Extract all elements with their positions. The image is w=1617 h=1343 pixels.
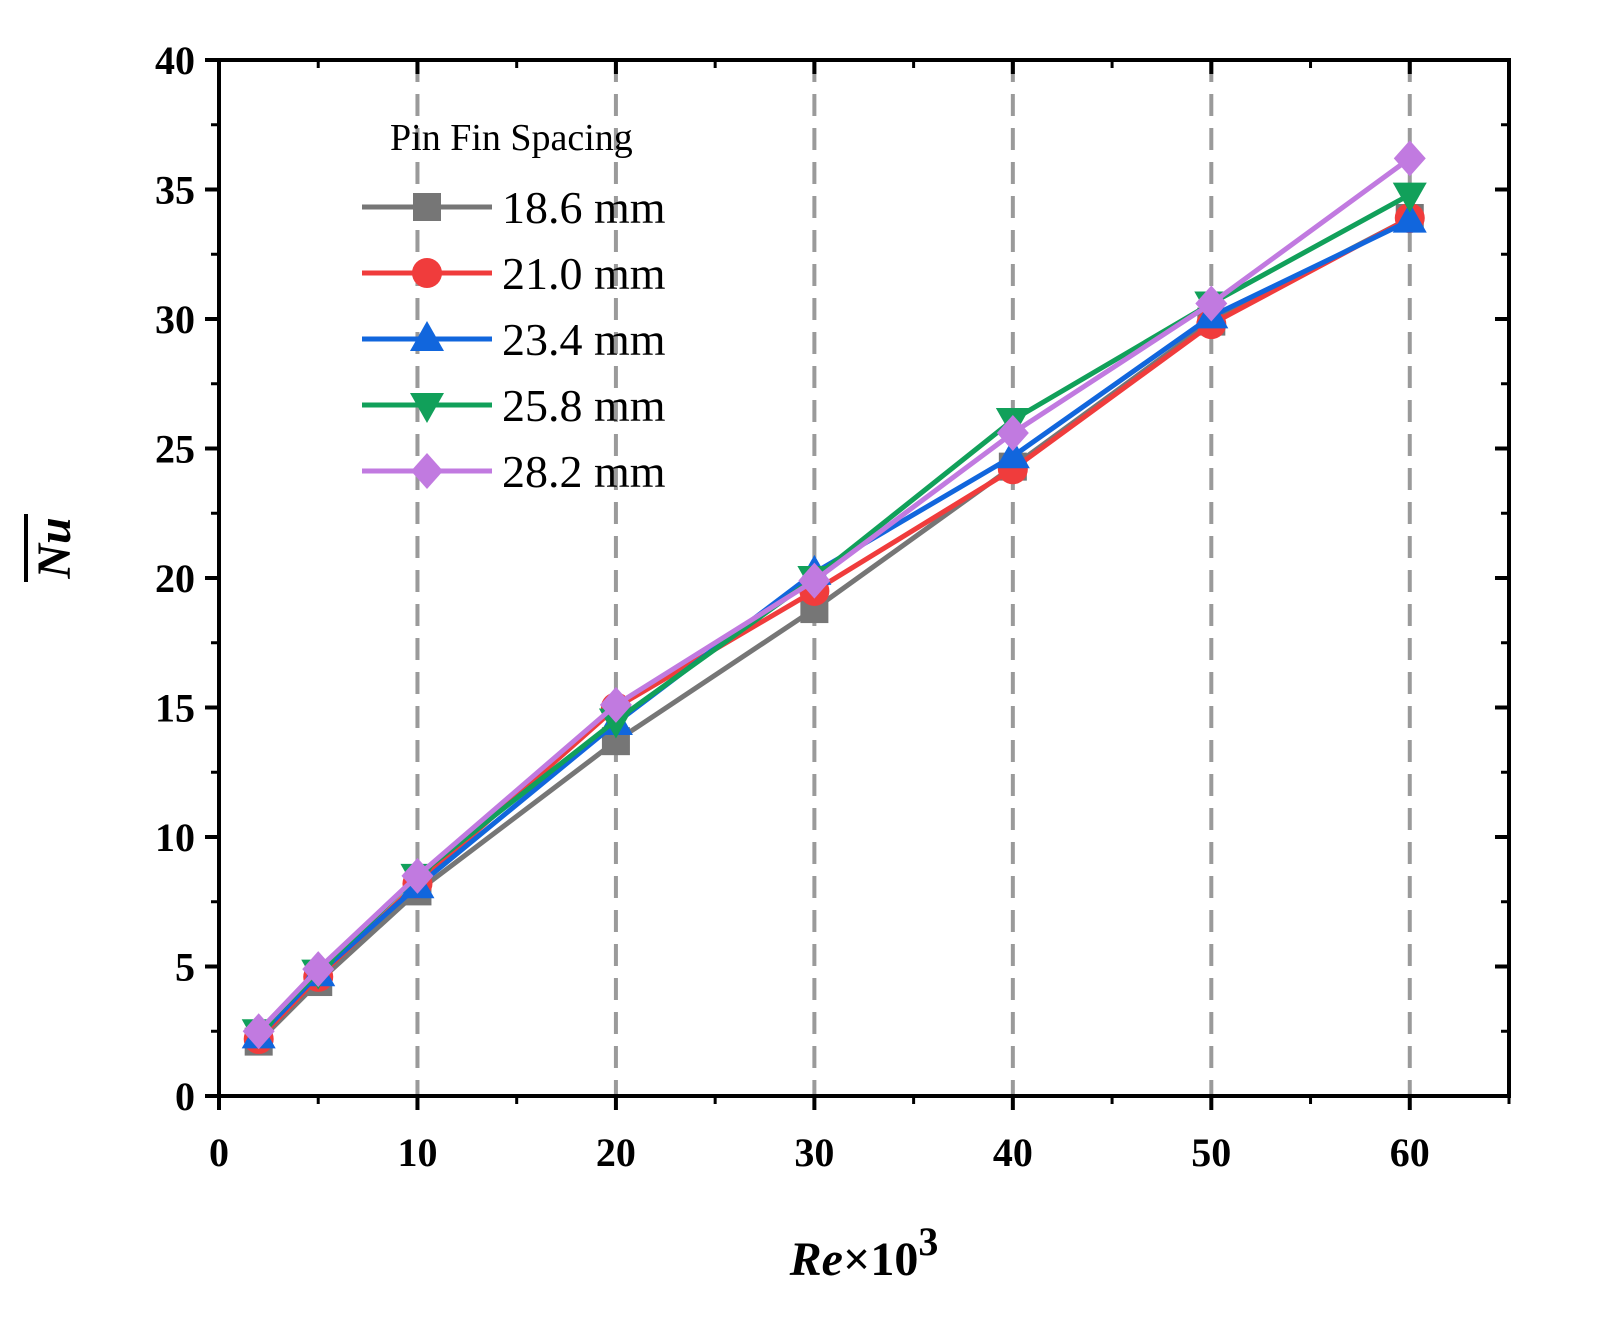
plot-frame — [217, 58, 1511, 1098]
y-tick-label: 5 — [175, 945, 195, 990]
y-tick-label: 0 — [175, 1074, 195, 1119]
legend-marker — [413, 193, 441, 221]
series-21-0-mm — [243, 202, 1425, 1055]
data-point — [1393, 140, 1426, 177]
legend-item: 18.6 mm — [362, 182, 666, 233]
data-point — [798, 562, 831, 599]
x-tick-label: 0 — [209, 1130, 229, 1175]
y-axis-title: Nu — [28, 517, 81, 579]
legend-label: 21.0 mm — [502, 248, 666, 299]
data-point — [995, 438, 1030, 469]
x-tick-label: 60 — [1390, 1130, 1430, 1175]
axis-titles: Re×103 Nu — [24, 514, 939, 1286]
axes: 0 10 20 30 40 50 60 0 5 10 15 20 25 30 35 40 — [155, 38, 1511, 1175]
legend-marker — [410, 393, 444, 423]
legend-label: 28.2 mm — [502, 446, 666, 497]
series-line — [256, 156, 1412, 1033]
y-tick-label: 35 — [155, 168, 195, 213]
legend-item: 28.2 mm — [362, 446, 666, 497]
x-tick-label: 10 — [397, 1130, 437, 1175]
data-point — [598, 708, 633, 739]
data-point — [242, 1013, 275, 1050]
legend-label: 18.6 mm — [502, 182, 666, 233]
legend-item: 25.8 mm — [362, 380, 666, 431]
data-point — [401, 857, 434, 894]
legend-marker — [411, 453, 443, 489]
y-tick-label: 30 — [155, 297, 195, 342]
x-axis-title-italic: Re — [789, 1233, 843, 1286]
y-tick-label: 25 — [155, 427, 195, 472]
data-point — [302, 951, 335, 988]
x-tick-label: 50 — [1191, 1130, 1231, 1175]
x-tick-label: 40 — [993, 1130, 1033, 1175]
x-axis-title-plain: ×10 — [843, 1233, 918, 1286]
legend-label: 25.8 mm — [502, 380, 666, 431]
series-lines — [241, 140, 1427, 1056]
data-point — [599, 686, 632, 723]
x-axis-title-exponent: 3 — [918, 1219, 938, 1264]
series-line — [256, 192, 1411, 1034]
series-28-2-mm — [242, 140, 1426, 1050]
x-tick-label: 30 — [794, 1130, 834, 1175]
legend-title: Pin Fin Spacing — [390, 117, 633, 159]
y-tick-label: 20 — [155, 556, 195, 601]
legend-item: 21.0 mm — [362, 248, 666, 299]
y-tick-label: 40 — [155, 38, 195, 83]
legend-marker — [412, 258, 442, 288]
x-axis-title: Re×103 — [789, 1219, 939, 1286]
legend: Pin Fin Spacing 18.6 mm 21.0 mm 23.4 mm 25.8… — [362, 117, 666, 497]
data-point — [1392, 182, 1427, 213]
legend-item: 23.4 mm — [362, 314, 666, 365]
y-axis-title-group: Nu — [24, 514, 81, 582]
data-point — [1392, 202, 1427, 233]
data-point — [996, 414, 1029, 451]
data-point — [1195, 285, 1228, 322]
legend-marker — [410, 321, 444, 351]
y-tick-label: 10 — [155, 815, 195, 860]
y-tick-label: 15 — [155, 686, 195, 731]
x-tick-label: 20 — [596, 1130, 636, 1175]
legend-label: 23.4 mm — [502, 314, 666, 365]
